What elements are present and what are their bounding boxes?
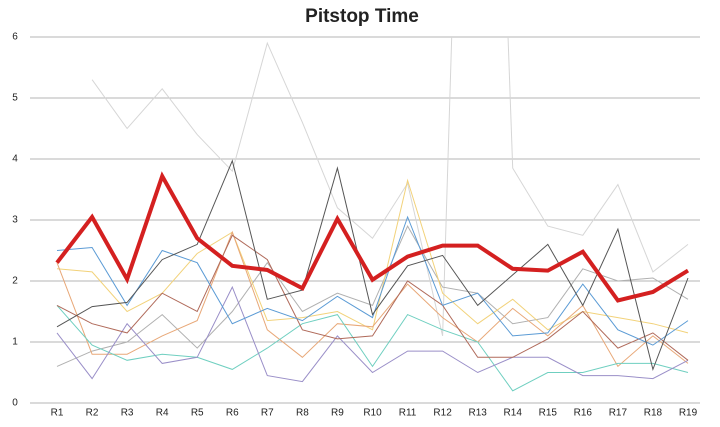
series-line — [56, 230, 689, 368]
y-tick-label: 4 — [12, 154, 18, 165]
x-tick-label: R11 — [399, 408, 417, 419]
x-tick-label: R14 — [504, 408, 523, 419]
series-line — [56, 285, 689, 383]
series-line — [56, 234, 689, 361]
x-tick-label: R12 — [433, 408, 452, 419]
y-tick-label: 6 — [12, 32, 18, 43]
chart-title: Pitstop Time — [305, 6, 419, 27]
series-line — [56, 224, 689, 367]
grid — [30, 36, 700, 404]
x-tick-label: R9 — [331, 408, 344, 419]
y-tick-label: 0 — [12, 398, 18, 409]
x-tick-label: R3 — [121, 408, 134, 419]
plot-area — [55, 37, 690, 392]
y-tick-label: 5 — [12, 93, 18, 104]
series-line — [91, 37, 689, 337]
x-tick-label: R19 — [679, 408, 698, 419]
x-tick-label: R1 — [51, 408, 64, 419]
x-tick-label: R8 — [296, 408, 309, 419]
x-tick-label: R15 — [539, 408, 558, 419]
series-line — [56, 305, 689, 392]
x-tick-label: R17 — [609, 408, 628, 419]
axis-labels: 0 1 2 3 4 5 6 R1 R2 R3 R4 R5 R6 R7 R8 R9 R10 R11 R12 R13 R14… — [12, 32, 697, 419]
x-tick-label: R2 — [86, 408, 99, 419]
x-tick-label: R5 — [191, 408, 204, 419]
x-tick-label: R13 — [468, 408, 487, 419]
y-tick-label: 3 — [12, 215, 18, 226]
x-tick-label: R18 — [644, 408, 663, 419]
series-line — [56, 215, 689, 346]
y-tick-label: 2 — [12, 276, 18, 287]
y-tick-label: 1 — [12, 337, 18, 348]
x-tick-label: R6 — [226, 408, 239, 419]
series-line — [56, 159, 689, 372]
x-tick-label: R4 — [156, 408, 169, 419]
series-line — [55, 171, 690, 303]
x-tick-label: R10 — [363, 408, 382, 419]
x-tick-label: R16 — [574, 408, 593, 419]
x-tick-label: R7 — [261, 408, 274, 419]
